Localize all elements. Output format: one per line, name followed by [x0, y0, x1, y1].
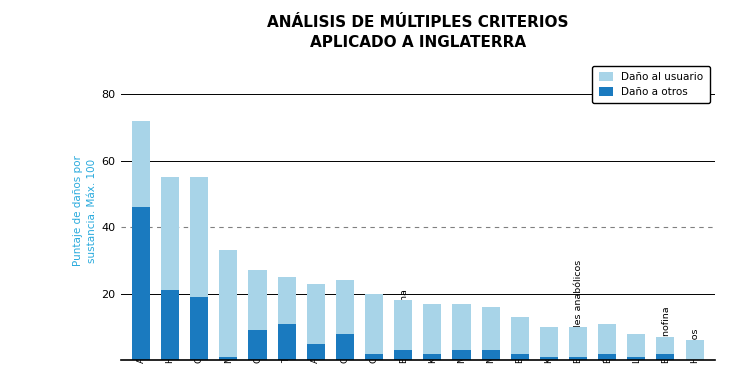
Bar [394, 350, 412, 360]
Bar [191, 297, 208, 360]
Bar [394, 300, 412, 350]
Bar [248, 330, 266, 360]
Y-axis label: Puntaje de daños por
sustancia. Máx. 100: Puntaje de daños por sustancia. Máx. 100 [74, 155, 97, 266]
Bar [482, 307, 499, 350]
Bar [307, 344, 325, 360]
Bar [365, 353, 383, 360]
Legend: Daño al usuario, Daño a otros: Daño al usuario, Daño a otros [592, 66, 710, 103]
Bar [191, 177, 208, 297]
Bar [656, 337, 675, 353]
Bar [569, 327, 587, 357]
Bar [598, 353, 616, 360]
Bar [511, 353, 529, 360]
Bar [307, 284, 325, 344]
Bar [423, 304, 442, 353]
Bar [540, 327, 558, 357]
Bar [219, 250, 237, 357]
Bar [627, 334, 645, 357]
Bar [336, 280, 354, 334]
Bar [161, 290, 179, 360]
Bar [482, 350, 499, 360]
Bar [569, 357, 587, 360]
Bar [453, 350, 471, 360]
Bar [336, 334, 354, 360]
Bar [219, 357, 237, 360]
Bar [598, 324, 616, 353]
Bar [277, 277, 296, 324]
Bar [365, 294, 383, 353]
Bar [685, 340, 704, 360]
Bar [511, 317, 529, 353]
Bar [161, 177, 179, 290]
Bar [627, 357, 645, 360]
Bar [656, 353, 675, 360]
Bar [453, 304, 471, 350]
Bar [277, 324, 296, 360]
Bar [248, 270, 266, 330]
Bar [540, 357, 558, 360]
Bar [132, 207, 150, 360]
Bar [423, 353, 442, 360]
Title: ANÁLISIS DE MÚLTIPLES CRITERIOS
APLICADO A INGLATERRA: ANÁLISIS DE MÚLTIPLES CRITERIOS APLICADO… [267, 15, 569, 50]
Bar [132, 121, 150, 207]
